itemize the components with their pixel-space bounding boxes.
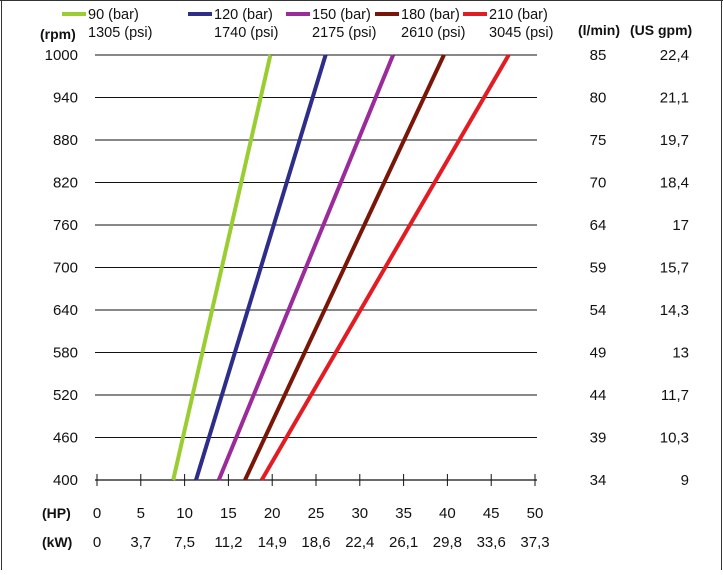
legend-label: 150 (bar) <box>312 7 371 23</box>
kw-tick-label: 7,5 <box>174 534 195 551</box>
rpm-tick-label: 940 <box>53 90 78 107</box>
flow-tick-labels: 34 9 39 10,3 44 11,7 49 13 54 14,3 59 15,7 64 17 70 18,… <box>590 47 689 489</box>
legend-label-psi: 1305 (psi) <box>88 25 152 41</box>
usgpm-tick-label: 21,1 <box>660 90 689 107</box>
usgpm-tick-label: 19,7 <box>660 132 689 149</box>
lpm-tick-label: 34 <box>590 472 607 489</box>
usgpm-tick-label: 17 <box>672 217 689 234</box>
hp-tick-label: 50 <box>527 505 544 522</box>
rpm-tick-label: 820 <box>53 175 78 192</box>
x-tick-labels: 0 5 10 15 20 25 30 35 40 45 50 0 3,7 7,5 11,2 14,9 18,6 2… <box>93 505 550 551</box>
usgpm-tick-label: 14,3 <box>660 302 689 319</box>
rpm-tick-label: 1000 <box>45 47 78 64</box>
legend-label: 210 (bar) <box>489 7 548 23</box>
rpm-tick-label: 520 <box>53 387 78 404</box>
lpm-tick-label: 80 <box>590 90 607 107</box>
usgpm-tick-label: 18,4 <box>660 175 689 192</box>
kw-tick-label: 3,7 <box>130 534 151 551</box>
kw-tick-label: 29,8 <box>433 534 462 551</box>
kw-tick-label: 33,6 <box>477 534 506 551</box>
legend-label: 90 (bar) <box>88 7 139 23</box>
rpm-tick-label: 700 <box>53 260 78 277</box>
kw-tick-label: 22,4 <box>345 534 374 551</box>
hp-unit-label: (HP) <box>42 505 71 521</box>
kw-tick-label: 37,3 <box>520 534 549 551</box>
hp-tick-label: 5 <box>137 505 145 522</box>
legend-label-psi: 1740 (psi) <box>214 25 278 41</box>
hp-tick-label: 35 <box>395 505 412 522</box>
kw-tick-label: 18,6 <box>301 534 330 551</box>
lpm-tick-label: 54 <box>590 302 607 319</box>
hp-tick-label: 0 <box>93 505 101 522</box>
lpm-tick-label: 49 <box>590 345 607 362</box>
usgpm-tick-label: 22,4 <box>660 47 689 64</box>
kw-tick-label: 0 <box>93 534 101 551</box>
legend-label-psi: 2175 (psi) <box>312 25 376 41</box>
legend-label: 180 (bar) <box>401 7 460 23</box>
hp-tick-label: 20 <box>264 505 281 522</box>
rpm-tick-label: 760 <box>53 217 78 234</box>
hp-tick-label: 15 <box>220 505 237 522</box>
rpm-tick-label: 640 <box>53 302 78 319</box>
lpm-tick-label: 39 <box>590 430 607 447</box>
legend-label: 120 (bar) <box>214 7 273 23</box>
lpm-unit-label: (l/min) <box>578 22 620 38</box>
rpm-tick-labels: 400 460 520 580 640 700 760 820 880 940 1000 <box>45 47 78 489</box>
lpm-tick-label: 70 <box>590 175 607 192</box>
usgpm-tick-label: 15,7 <box>660 260 689 277</box>
hp-tick-label: 45 <box>483 505 500 522</box>
lpm-tick-label: 59 <box>590 260 607 277</box>
rpm-tick-label: 580 <box>53 345 78 362</box>
rpm-tick-label: 880 <box>53 132 78 149</box>
usgpm-tick-label: 11,7 <box>661 387 689 404</box>
usgpm-tick-label: 10,3 <box>660 430 689 447</box>
usgpm-tick-label: 13 <box>672 345 689 362</box>
legend-label-psi: 3045 (psi) <box>489 25 553 41</box>
kw-tick-label: 26,1 <box>389 534 418 551</box>
rpm-tick-label: 460 <box>53 430 78 447</box>
lpm-tick-label: 64 <box>590 217 607 234</box>
kw-unit-label: (kW) <box>42 534 72 550</box>
hp-tick-label: 25 <box>308 505 325 522</box>
usgpm-unit-label: (US gpm) <box>630 22 692 38</box>
usgpm-tick-label: 9 <box>681 472 689 489</box>
kw-tick-label: 14,9 <box>258 534 287 551</box>
legend: 90 (bar) 1305 (psi) 120 (bar) 1740 (psi) 150… <box>62 7 553 41</box>
kw-tick-label: 11,2 <box>214 534 242 551</box>
legend-label-psi: 2610 (psi) <box>401 25 465 41</box>
lpm-tick-label: 44 <box>590 387 607 404</box>
hp-tick-label: 40 <box>439 505 456 522</box>
rpm-unit-label: (rpm) <box>40 26 76 42</box>
hp-tick-label: 30 <box>351 505 368 522</box>
rpm-tick-label: 400 <box>53 472 78 489</box>
lpm-tick-label: 75 <box>590 132 607 149</box>
hp-tick-label: 10 <box>176 505 193 522</box>
lpm-tick-label: 85 <box>590 47 607 64</box>
